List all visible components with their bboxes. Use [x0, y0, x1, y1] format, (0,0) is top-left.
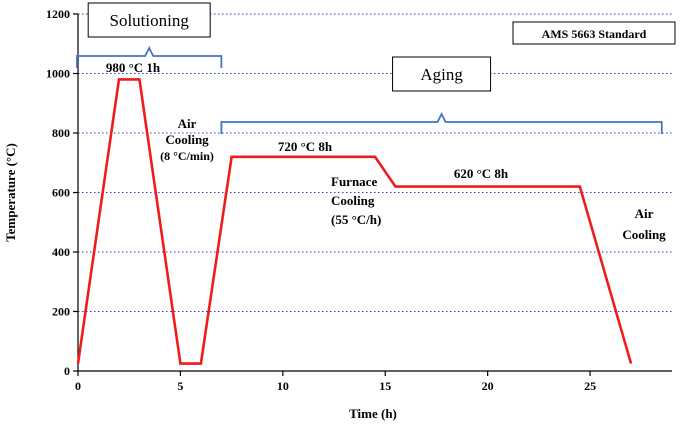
phase-box — [392, 56, 492, 92]
annotation-sol-hold: 980 °C 1h — [106, 60, 161, 75]
standard-label: AMS 5663 Standard — [542, 27, 647, 41]
phase-box — [87, 2, 211, 38]
annotation-air-cool-2: Cooling — [622, 227, 666, 242]
annotation-age-hold-1: 720 °C 8h — [278, 139, 333, 154]
x-tick-label: 0 — [75, 379, 81, 393]
phase-bracket — [76, 45, 223, 68]
series-layer — [76, 78, 633, 365]
x-axis-title: Time (h) — [349, 406, 397, 421]
y-tick-label: 200 — [52, 305, 70, 319]
annotation-furnace-cool: (55 °C/h) — [331, 212, 381, 227]
phase-label: Solutioning — [110, 11, 190, 30]
y-axis-title: Temperature (°C) — [3, 143, 18, 242]
axis-layer: 0 200 400 600 800 1000 1200 0 5 10 15 20 25 Time (h) T… — [3, 7, 672, 421]
annotation-furnace-cool: Furnace — [331, 174, 377, 189]
y-tick-label: 1000 — [46, 67, 70, 81]
standard-box — [512, 21, 676, 45]
temperature-profile-line — [76, 78, 633, 365]
x-tick-label: 5 — [177, 379, 183, 393]
grid-layer — [78, 13, 672, 312]
x-tick-label: 20 — [482, 379, 494, 393]
phase-label: Aging — [420, 65, 463, 84]
x-tick-label: 25 — [584, 379, 596, 393]
y-tick-label: 600 — [52, 186, 70, 200]
annotation-furnace-cool: Cooling — [331, 193, 375, 208]
y-tick-label: 800 — [52, 126, 70, 140]
annotation-air-cool-1: (8 °C/min) — [160, 149, 214, 163]
annotation-air-cool-1: Air — [178, 116, 197, 131]
bracket-layer: Solutioning Aging — [76, 2, 663, 134]
x-tick-label: 15 — [379, 379, 391, 393]
y-tick-label: 1200 — [46, 7, 70, 21]
y-tick-label: 400 — [52, 245, 70, 259]
annotation-air-cool-1: Cooling — [165, 132, 209, 147]
annotation-air-cool-2: Air — [635, 206, 654, 221]
annotation-age-hold-2: 620 °C 8h — [454, 166, 509, 181]
y-tick-label: 0 — [64, 364, 70, 378]
phase-bracket — [220, 111, 663, 134]
x-tick-label: 10 — [277, 379, 289, 393]
